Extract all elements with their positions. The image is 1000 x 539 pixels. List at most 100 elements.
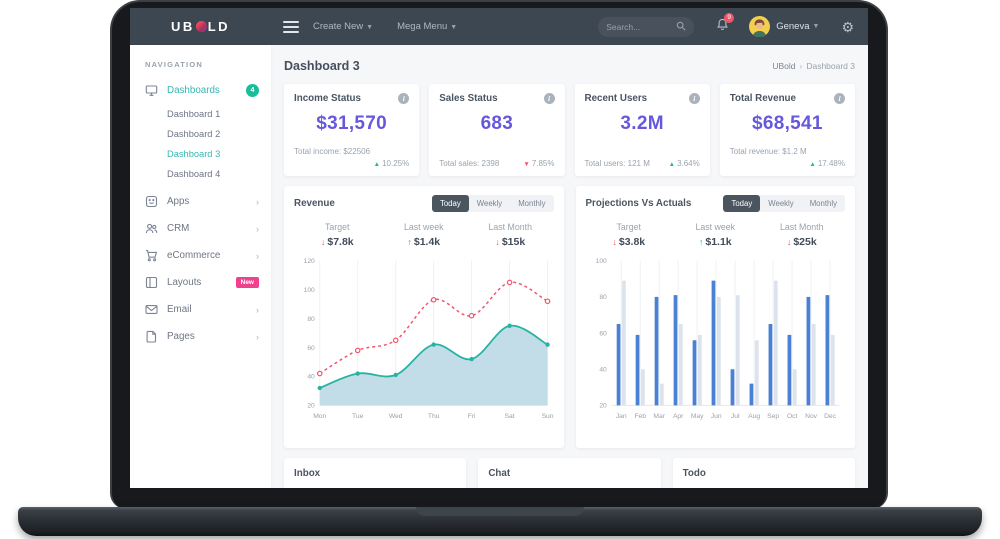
dashboards-count-badge: 4 bbox=[246, 84, 259, 97]
svg-text:Dec: Dec bbox=[824, 413, 837, 420]
tab-monthly[interactable]: Monthly bbox=[802, 195, 845, 212]
breadcrumb: UBold › Dashboard 3 bbox=[772, 61, 855, 71]
search-input[interactable] bbox=[606, 21, 677, 32]
chevron-right-icon: › bbox=[256, 223, 259, 234]
chevron-right-icon: › bbox=[256, 196, 259, 207]
nav-section-label: NAVIGATION bbox=[145, 60, 203, 69]
svg-text:40: 40 bbox=[599, 366, 607, 373]
income-total-label: Total income: $22506 bbox=[294, 147, 371, 156]
bottom-cards-row: Inbox Chat Todo bbox=[284, 458, 855, 488]
user-menu[interactable]: Geneva ▼ bbox=[749, 16, 819, 37]
svg-text:Nov: Nov bbox=[805, 413, 818, 420]
svg-text:Sat: Sat bbox=[505, 413, 515, 420]
sidebar-item-dashboard-3[interactable]: Dashboard 3 bbox=[167, 149, 221, 159]
chat-card: Chat bbox=[478, 458, 661, 488]
projections-range-tabs: Today Weekly Monthly bbox=[723, 195, 845, 212]
info-icon[interactable]: i bbox=[543, 93, 555, 104]
chevron-right-icon: › bbox=[256, 250, 259, 261]
tab-today[interactable]: Today bbox=[723, 195, 761, 212]
svg-text:60: 60 bbox=[307, 345, 315, 352]
sidebar-item-dashboards[interactable]: Dashboards 4 bbox=[130, 77, 271, 104]
card-title: Sales Status bbox=[439, 93, 498, 104]
info-icon[interactable]: i bbox=[688, 93, 700, 104]
svg-text:Jan: Jan bbox=[615, 413, 626, 420]
svg-text:100: 100 bbox=[304, 287, 315, 294]
menu-toggle-icon[interactable] bbox=[283, 20, 299, 33]
laptop-hinge-notch bbox=[416, 507, 584, 516]
svg-text:Wed: Wed bbox=[389, 413, 403, 420]
apps-icon bbox=[145, 195, 158, 208]
chart-title: Projections Vs Actuals bbox=[585, 198, 692, 209]
svg-text:20: 20 bbox=[307, 403, 315, 410]
svg-text:Sep: Sep bbox=[767, 413, 779, 420]
revenue-chart-card: Revenue Today Weekly Monthly Target ↓ $7.8… bbox=[284, 186, 564, 448]
revenue-total-label: Total revenue: $1.2 M bbox=[729, 147, 807, 156]
sidebar-item-pages[interactable]: Pages › bbox=[130, 323, 271, 350]
svg-text:Oct: Oct bbox=[786, 413, 797, 420]
svg-text:60: 60 bbox=[599, 330, 607, 337]
sidebar-item-email[interactable]: Email › bbox=[130, 296, 271, 323]
svg-text:Jul: Jul bbox=[730, 413, 739, 420]
logo[interactable]: UB LD bbox=[130, 19, 271, 34]
sidebar-item-dashboard-4[interactable]: Dashboard 4 bbox=[167, 169, 221, 179]
sidebar-item-crm[interactable]: CRM › bbox=[130, 215, 271, 242]
last-week-value: ↑ $1.4k bbox=[407, 236, 441, 248]
svg-text:Mon: Mon bbox=[313, 413, 326, 420]
svg-text:80: 80 bbox=[599, 294, 607, 301]
sales-total-label: Total sales: 2398 bbox=[439, 159, 500, 168]
sidebar-item-dashboard-1[interactable]: Dashboard 1 bbox=[167, 109, 221, 119]
sidebar-item-dashboard-2[interactable]: Dashboard 2 bbox=[167, 129, 221, 139]
svg-text:Feb: Feb bbox=[634, 413, 646, 420]
avatar bbox=[749, 16, 771, 37]
last-week-value: ↑ $1.1k bbox=[698, 236, 732, 248]
logo-text: UB LD bbox=[170, 19, 231, 34]
chevron-down-icon: ▼ bbox=[450, 24, 458, 31]
search-icon bbox=[676, 18, 686, 36]
last-month-value: ↓ $15k bbox=[495, 236, 526, 248]
revenue-line-chart: Mon Tue Wed Thu Fri Sat Sun 20 40 60 80 100 120 bbox=[304, 258, 554, 420]
notifications-button[interactable]: 9 bbox=[716, 12, 735, 36]
todo-card: Todo bbox=[672, 458, 855, 488]
tab-weekly[interactable]: Weekly bbox=[469, 195, 510, 212]
chevron-down-icon: ▼ bbox=[366, 24, 374, 31]
monitor-icon bbox=[145, 84, 158, 97]
tab-today[interactable]: Today bbox=[431, 195, 469, 212]
sidebar-item-ecommerce[interactable]: eCommerce › bbox=[130, 242, 271, 269]
layouts-new-badge: New bbox=[235, 277, 259, 288]
svg-text:May: May bbox=[690, 413, 703, 420]
search-box[interactable] bbox=[598, 16, 695, 37]
svg-text:Apr: Apr bbox=[672, 413, 683, 420]
tab-monthly[interactable]: Monthly bbox=[510, 195, 553, 212]
last-month-label: Last Month bbox=[779, 222, 824, 232]
projections-bar-chart: Jan Feb Mar Apr May Jun Jul Aug Sep Oct Nov Dec 20 40… bbox=[595, 258, 840, 420]
chevron-right-icon: › bbox=[256, 304, 259, 315]
create-new-menu[interactable]: Create New ▼ bbox=[313, 21, 374, 32]
last-week-label: Last week bbox=[403, 222, 444, 232]
sidebar-item-apps[interactable]: Apps › bbox=[130, 188, 271, 215]
projections-chart-card: Projections Vs Actuals Today Weekly Mont… bbox=[575, 186, 855, 448]
target-label: Target bbox=[616, 222, 641, 232]
sales-status-card: Sales Status i 683 Total sales: 2398 ▼ 7.85… bbox=[429, 84, 565, 176]
income-value: $31,570 bbox=[316, 113, 388, 134]
revenue-value: $68,541 bbox=[751, 113, 823, 134]
chart-title: Revenue bbox=[294, 198, 335, 209]
info-icon[interactable]: i bbox=[398, 93, 410, 104]
logo-o-icon bbox=[195, 21, 207, 32]
card-title: Recent Users bbox=[584, 93, 648, 104]
settings-gear-icon[interactable]: ⚙ bbox=[841, 18, 854, 35]
revenue-change: ▲ 17.48% bbox=[809, 159, 845, 168]
dashboards-submenu: Dashboard 1 Dashboard 2 Dashboard 3 Dash… bbox=[130, 104, 271, 188]
tab-weekly[interactable]: Weekly bbox=[760, 195, 801, 212]
sidebar-item-layouts[interactable]: Layouts New bbox=[130, 269, 271, 296]
card-title: Total Revenue bbox=[729, 93, 796, 104]
mega-menu[interactable]: Mega Menu ▼ bbox=[397, 21, 458, 32]
card-title: Chat bbox=[488, 468, 511, 479]
sales-change: ▼ 7.85% bbox=[523, 159, 555, 168]
info-icon[interactable]: i bbox=[834, 93, 845, 104]
users-change: ▲ 3.64% bbox=[668, 159, 700, 168]
total-revenue-card: Total Revenue i $68,541 Total revenue: $1… bbox=[719, 84, 855, 176]
breadcrumb-root[interactable]: UBold bbox=[772, 61, 796, 71]
